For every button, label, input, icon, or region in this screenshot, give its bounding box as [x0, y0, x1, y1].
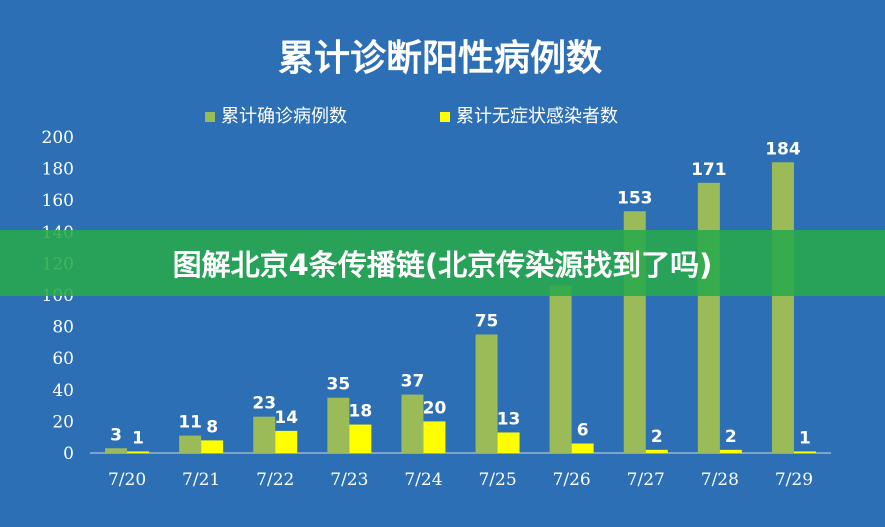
data-label: 20 — [423, 398, 447, 418]
x-tick-label: 7/22 — [256, 470, 294, 490]
bar-confirmed — [475, 334, 498, 453]
y-tick-label: 160 — [42, 191, 74, 211]
bar-asymptomatic — [201, 440, 224, 453]
x-tick-label: 7/21 — [182, 470, 220, 490]
overlay-banner: 图解北京4条传播链(北京传染源找到了吗) — [0, 230, 885, 296]
y-tick-label: 20 — [52, 412, 74, 432]
x-tick-label: 7/24 — [404, 470, 442, 490]
bar-asymptomatic — [349, 424, 372, 453]
data-label: 37 — [401, 372, 425, 392]
bar-asymptomatic — [793, 451, 816, 453]
bar-confirmed — [549, 285, 572, 453]
data-label: 1 — [132, 428, 144, 448]
data-label: 11 — [178, 413, 202, 433]
x-tick-label: 7/29 — [775, 470, 813, 490]
y-tick-label: 180 — [42, 160, 74, 180]
legend-swatch — [205, 112, 215, 122]
data-label: 3 — [110, 425, 122, 445]
chart-title: 累计诊断阳性病例数 — [278, 38, 602, 79]
data-label: 2 — [651, 427, 663, 447]
bar-confirmed — [697, 182, 720, 453]
x-tick-label: 7/20 — [108, 470, 146, 490]
bar-confirmed — [771, 162, 794, 453]
bar-asymptomatic — [719, 449, 742, 453]
data-label: 75 — [475, 312, 499, 332]
data-label: 171 — [691, 160, 727, 180]
y-tick-label: 0 — [63, 444, 74, 464]
bar-confirmed — [327, 397, 350, 453]
data-label: 2 — [725, 427, 737, 447]
bar-confirmed — [105, 448, 128, 453]
x-tick-label: 7/28 — [701, 470, 739, 490]
data-label: 14 — [274, 408, 298, 428]
y-tick-label: 200 — [42, 128, 74, 148]
x-tick-label: 7/27 — [627, 470, 665, 490]
x-tick-label: 7/23 — [330, 470, 368, 490]
legend-label: 累计确诊病例数 — [221, 106, 347, 127]
data-label: 184 — [765, 139, 801, 159]
data-label: 153 — [617, 188, 653, 208]
bar-asymptomatic — [571, 443, 594, 453]
bar-asymptomatic — [645, 449, 668, 453]
data-label: 35 — [327, 375, 351, 395]
data-label: 13 — [497, 409, 521, 429]
data-label: 18 — [349, 402, 373, 422]
legend-label: 累计无症状感染者数 — [456, 106, 618, 127]
bar-confirmed — [401, 394, 424, 453]
bar-asymptomatic — [423, 421, 446, 453]
data-label: 8 — [206, 417, 218, 437]
data-label: 6 — [577, 421, 589, 441]
bar-confirmed — [179, 435, 202, 453]
x-tick-label: 7/26 — [553, 470, 591, 490]
y-tick-label: 80 — [52, 318, 74, 338]
y-tick-label: 60 — [52, 349, 74, 369]
legend-swatch — [440, 112, 450, 122]
bar-asymptomatic — [275, 430, 298, 453]
y-tick-label: 40 — [52, 381, 74, 401]
bar-asymptomatic — [127, 451, 150, 453]
x-tick-label: 7/25 — [478, 470, 516, 490]
data-label: 23 — [252, 394, 276, 414]
bar-confirmed — [253, 416, 276, 453]
data-label: 1 — [799, 428, 811, 448]
bar-asymptomatic — [497, 432, 520, 453]
